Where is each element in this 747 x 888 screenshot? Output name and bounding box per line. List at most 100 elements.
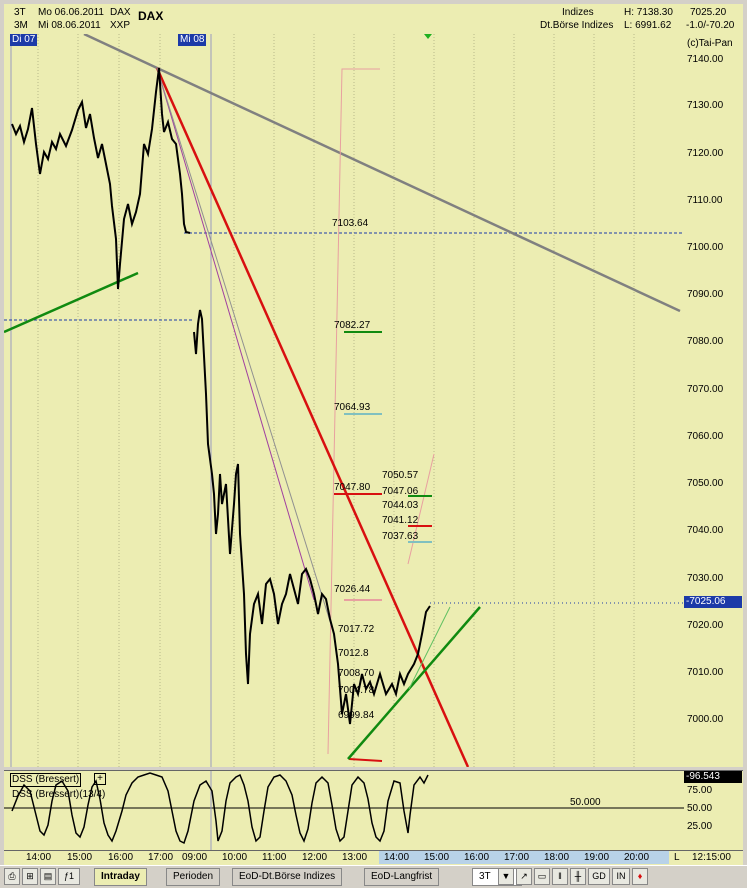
- high-value: H: 7138.30: [624, 7, 673, 18]
- date-2: Mi 08.06.2011: [38, 20, 101, 31]
- time-tick: 09:00: [182, 852, 208, 863]
- scale-mode-toggle[interactable]: L: [674, 852, 680, 863]
- low-value: L: 6991.62: [624, 20, 672, 31]
- time-tick: 12:00: [302, 852, 328, 863]
- price-tick: 7130.00: [687, 100, 724, 111]
- osc-tick: 25.00: [687, 821, 713, 832]
- time-tick: 20:00: [624, 852, 650, 863]
- price-tick: 7090.00: [687, 289, 724, 300]
- page-icon[interactable]: ƒ1: [58, 868, 80, 885]
- price-chart-svg: [4, 34, 684, 767]
- time-axis-highlight: [379, 851, 669, 864]
- dss-title-box[interactable]: DSS (Bressert): [10, 773, 82, 787]
- bar-style-icon[interactable]: ▭: [534, 868, 550, 885]
- time-tick: 11:00: [262, 852, 287, 863]
- grid-icon[interactable]: ⊞: [22, 868, 38, 885]
- clipboard-icon[interactable]: ▤: [40, 868, 56, 885]
- tab-perioden[interactable]: Perioden: [166, 868, 221, 886]
- dss-value-tag: -96.543: [684, 771, 742, 783]
- osc-tick: 50.00: [687, 803, 713, 814]
- level-label: 7041.12: [382, 515, 419, 526]
- price-tick: 7070.00: [687, 384, 724, 395]
- exchange-label: Dt.Börse Indizes: [540, 20, 614, 31]
- ohlc-icon[interactable]: ╫: [570, 868, 586, 885]
- price-tick: 7050.00: [687, 478, 724, 489]
- dss-title: DSS (Bressert)(13/4): [12, 789, 106, 800]
- chart-header: 3T Mo 06.06.2011 DAX 3M Mi 08.06.2011 XX…: [4, 4, 743, 35]
- chart-type-icon[interactable]: ↗: [516, 868, 532, 885]
- symbol-2: XXP: [110, 20, 131, 31]
- oscillator-svg: [4, 771, 684, 851]
- price-line-day2: [193, 309, 431, 725]
- price-chart[interactable]: Di 07 Mi 08 7103.64 7082.27 7064.93 7050…: [4, 34, 685, 767]
- oscillator-line: [11, 772, 429, 845]
- date-1: Mo 06.06.2011: [38, 7, 104, 18]
- green-fan-line: [408, 606, 451, 690]
- time-tick: 14:00: [26, 852, 52, 863]
- price-tick: 7080.00: [687, 336, 724, 347]
- level-label: 6999.84: [338, 710, 375, 721]
- gray-fan-line: [156, 67, 335, 635]
- green-trendline-left: [4, 271, 139, 334]
- symbol-1: DAX: [110, 7, 131, 18]
- price-tick: 7060.00: [687, 431, 724, 442]
- copyright-label: (c)Tai-Pan: [687, 38, 733, 49]
- gd-button[interactable]: GD: [588, 868, 610, 885]
- chevron-down-icon[interactable]: ▼: [498, 868, 514, 885]
- time-tick: 19:00: [584, 852, 610, 863]
- day-tag-2: Mi 08: [178, 34, 207, 46]
- level-label: 7037.63: [382, 531, 419, 542]
- level-label: 7082.27: [334, 320, 371, 331]
- print-icon[interactable]: ⎙: [4, 868, 20, 885]
- in-button[interactable]: IN: [612, 868, 630, 885]
- add-indicator-button[interactable]: +: [94, 773, 106, 785]
- price-line: [11, 67, 191, 290]
- gray-trendline: [83, 34, 681, 313]
- current-price-tag: -7025.06: [684, 596, 742, 608]
- price-tick: 7010.00: [687, 667, 724, 678]
- level-label: 7047.80: [334, 482, 371, 493]
- candle-icon[interactable]: ‖: [552, 868, 568, 885]
- vertical-gridlines: [37, 34, 635, 767]
- osc-tick: 75.00: [687, 785, 713, 796]
- clock-label: 12:15:00: [692, 852, 731, 863]
- price-scale[interactable]: (c)Tai-Pan 7140.00 7130.00 7120.00 7110.…: [684, 34, 743, 767]
- price-tick: 7040.00: [687, 525, 724, 536]
- interval-select[interactable]: 3T: [472, 868, 522, 886]
- level-label: 7004.78: [338, 685, 375, 696]
- tab-eod-boerse[interactable]: EoD-Dt.Börse Indizes: [232, 868, 343, 886]
- day-tag-1: Di 07: [10, 34, 38, 46]
- price-tick: 7000.00: [687, 714, 724, 725]
- oscillator-panel[interactable]: DSS (Bressert) + DSS (Bressert)(13/4) 50…: [4, 770, 684, 851]
- level-label: 7064.93: [334, 402, 371, 413]
- price-tick: 7100.00: [687, 242, 724, 253]
- time-tick: 17:00: [148, 852, 174, 863]
- marker-triangle: [424, 34, 432, 39]
- fib-range-2: [407, 453, 435, 565]
- price-tick: 7120.00: [687, 148, 724, 159]
- time-tick: 16:00: [464, 852, 490, 863]
- time-tick: 14:00: [384, 852, 410, 863]
- level-label: 7044.03: [382, 500, 419, 511]
- tab-intraday[interactable]: Intraday: [94, 868, 147, 886]
- time-tick: 15:00: [424, 852, 450, 863]
- level-label: 7047.06: [382, 486, 419, 497]
- time-tick: 15:00: [67, 852, 93, 863]
- level-label: 7103.64: [332, 218, 369, 229]
- price-tick: 7140.00: [687, 54, 724, 65]
- level-label: 7017.72: [338, 624, 375, 635]
- purple-trendline: [156, 67, 315, 601]
- oscillator-scale: -96.543 75.00 50.00 25.00: [684, 770, 743, 851]
- level-label: 7008.70: [338, 668, 375, 679]
- time-tick: 18:00: [544, 852, 570, 863]
- time-tick: 10:00: [222, 852, 248, 863]
- level-markers: [334, 331, 432, 762]
- interval-1: 3T: [14, 7, 26, 18]
- colors-icon[interactable]: ♦: [632, 868, 648, 885]
- chart-title: DAX: [138, 9, 164, 23]
- last-price: 7025.20: [690, 7, 727, 18]
- tab-eod-langfrist[interactable]: EoD-Langfrist: [364, 868, 440, 886]
- price-tick: 7030.00: [687, 573, 724, 584]
- change-value: -1.0/-70.20: [686, 20, 735, 31]
- midline-label: 50.000: [570, 797, 601, 808]
